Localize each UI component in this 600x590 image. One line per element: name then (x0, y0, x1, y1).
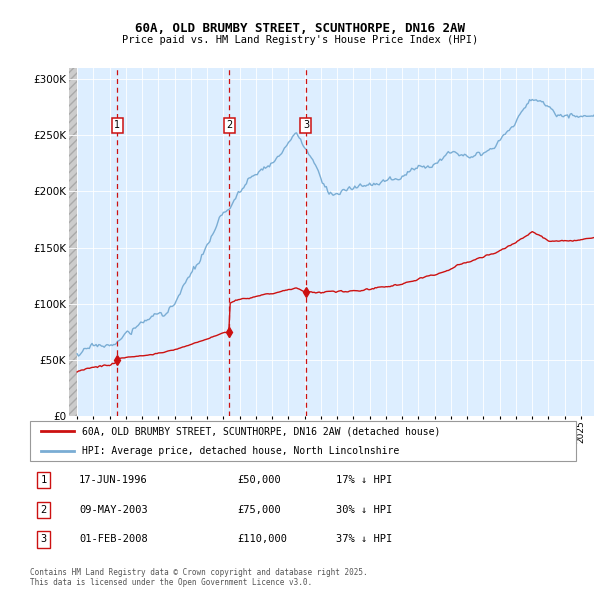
Text: 17% ↓ HPI: 17% ↓ HPI (336, 475, 392, 485)
Text: 3: 3 (303, 120, 309, 130)
Text: 17-JUN-1996: 17-JUN-1996 (79, 475, 148, 485)
Text: 1: 1 (114, 120, 120, 130)
Text: 60A, OLD BRUMBY STREET, SCUNTHORPE, DN16 2AW: 60A, OLD BRUMBY STREET, SCUNTHORPE, DN16… (135, 22, 465, 35)
Text: 60A, OLD BRUMBY STREET, SCUNTHORPE, DN16 2AW (detached house): 60A, OLD BRUMBY STREET, SCUNTHORPE, DN16… (82, 427, 440, 436)
Text: £110,000: £110,000 (238, 535, 287, 545)
Text: HPI: Average price, detached house, North Lincolnshire: HPI: Average price, detached house, Nort… (82, 445, 399, 455)
Text: Contains HM Land Registry data © Crown copyright and database right 2025.
This d: Contains HM Land Registry data © Crown c… (30, 568, 368, 587)
FancyBboxPatch shape (30, 421, 576, 461)
Text: 37% ↓ HPI: 37% ↓ HPI (336, 535, 392, 545)
Text: Price paid vs. HM Land Registry's House Price Index (HPI): Price paid vs. HM Land Registry's House … (122, 35, 478, 45)
Text: 30% ↓ HPI: 30% ↓ HPI (336, 505, 392, 515)
Text: 01-FEB-2008: 01-FEB-2008 (79, 535, 148, 545)
Text: £75,000: £75,000 (238, 505, 281, 515)
Text: 09-MAY-2003: 09-MAY-2003 (79, 505, 148, 515)
Text: 2: 2 (226, 120, 232, 130)
Text: 3: 3 (41, 535, 47, 545)
Text: 2: 2 (41, 505, 47, 515)
Bar (69, 68, 77, 416)
Text: £50,000: £50,000 (238, 475, 281, 485)
Text: 1: 1 (41, 475, 47, 485)
